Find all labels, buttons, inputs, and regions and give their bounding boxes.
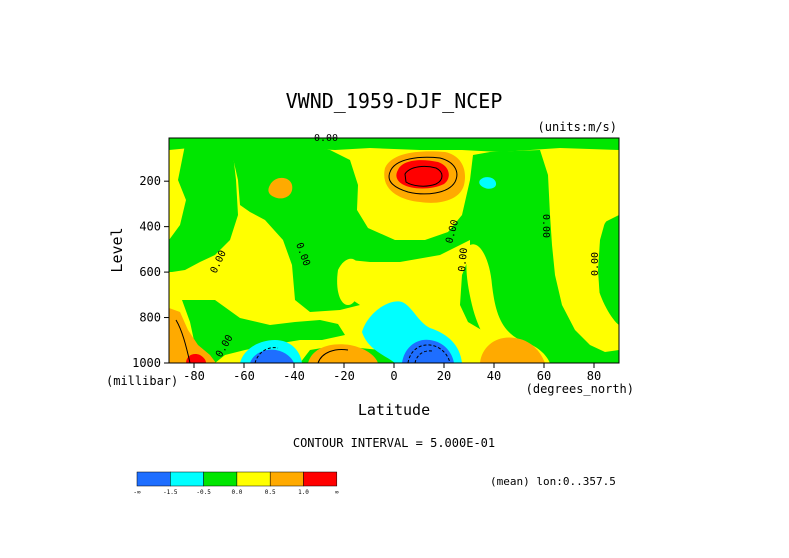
x-tick-label: 40	[487, 369, 501, 383]
region-cyan-upper	[479, 177, 497, 189]
contour-interval: CONTOUR INTERVAL = 5.000E-01	[293, 436, 495, 450]
x-tick-label: 80	[587, 369, 601, 383]
units-label: (units:m/s)	[538, 120, 617, 134]
legend-tick-label: 1.0	[298, 489, 309, 496]
region-green-lower-left	[182, 300, 345, 363]
x-tick-label: -60	[233, 369, 255, 383]
x-axis-label: Latitude	[358, 401, 430, 419]
legend-swatch	[170, 471, 204, 487]
region-orange-bottom-right	[480, 337, 545, 363]
y-axis: 200 400 600 800 1000	[132, 174, 169, 370]
legend-tick-label: ∞	[335, 489, 339, 496]
region-yellow-island-right	[466, 244, 550, 363]
contour-label: 0.00	[457, 247, 470, 272]
x-tick-label: 60	[537, 369, 551, 383]
region-orange-left-spot	[268, 177, 293, 199]
y-tick-label: 800	[139, 311, 161, 325]
contour-label: 0.00	[590, 252, 601, 276]
legend-tick-label: -0.5	[196, 489, 211, 496]
legend-swatch	[269, 471, 304, 487]
region-orange-bottom-mid	[308, 344, 378, 363]
legend-tick-label: 0.0	[231, 489, 242, 496]
region-blue-center	[402, 339, 454, 363]
y-tick-label: 200	[139, 174, 161, 188]
contour-label: 0.00	[540, 214, 551, 238]
x-tick-label: -20	[333, 369, 355, 383]
legend-swatch	[136, 471, 171, 487]
mean-label: (mean) lon:0..357.5	[490, 475, 616, 488]
y-axis-label: Level	[108, 227, 126, 272]
legend-swatch	[203, 471, 238, 487]
legend-swatch	[236, 471, 271, 487]
x-tick-label: 20	[437, 369, 451, 383]
x-tick-label: -80	[183, 369, 205, 383]
y-tick-label: 600	[139, 265, 161, 279]
x-tick-label: -40	[283, 369, 305, 383]
chart-title: VWND_1959-DJF_NCEP	[286, 89, 503, 113]
region-red-bottom-left	[186, 353, 206, 363]
contour-label: 0.00	[314, 133, 338, 144]
y-axis-units: (millibar)	[106, 374, 178, 388]
legend-tick-label: -∞	[133, 489, 141, 496]
legend-swatch	[303, 471, 338, 487]
contour-field	[169, 138, 619, 363]
x-axis: -80 -60 -40 -20 0 20 40 60 80	[183, 363, 601, 383]
region-yellow-right	[555, 153, 619, 340]
contour-lines	[175, 156, 458, 363]
y-tick-label: 1000	[132, 356, 161, 370]
region-green-left	[169, 145, 238, 272]
x-axis-units: (degrees_north)	[526, 382, 634, 396]
x-tick-label: 0	[390, 369, 397, 383]
region-green-center	[230, 145, 619, 363]
legend-tick-label: -1.5	[163, 489, 178, 496]
y-tick-label: 400	[139, 220, 161, 234]
color-legend: -∞ -1.5 -0.5 0.0 0.5 1.0 ∞	[133, 471, 339, 496]
legend-tick-label: 0.5	[265, 489, 276, 496]
region-red-jet	[396, 160, 449, 189]
contour-label-group: 0.00 0.00 0.00 0.00 0.00 0.00 0.00 0.00	[209, 133, 601, 360]
region-yellow-island-mid	[337, 258, 361, 305]
region-orange-bottom-left	[169, 308, 216, 363]
